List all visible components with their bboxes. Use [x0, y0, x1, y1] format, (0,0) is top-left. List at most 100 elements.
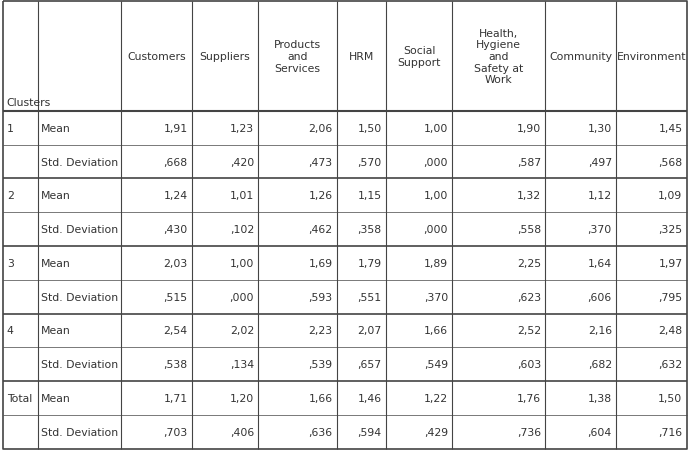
Text: 2,48: 2,48 [658, 326, 682, 336]
Text: 2,07: 2,07 [357, 326, 382, 336]
Text: 1,89: 1,89 [424, 258, 448, 268]
Text: 1,26: 1,26 [308, 191, 333, 201]
Text: 2,06: 2,06 [308, 124, 333, 133]
Text: ,370: ,370 [588, 225, 612, 235]
Text: 1,90: 1,90 [517, 124, 541, 133]
Text: 1,01: 1,01 [230, 191, 254, 201]
Text: ,473: ,473 [308, 157, 333, 167]
Text: 1,66: 1,66 [424, 326, 448, 336]
Text: ,632: ,632 [658, 359, 682, 369]
Text: Mean: Mean [41, 124, 71, 133]
Text: ,604: ,604 [588, 427, 612, 437]
Text: Mean: Mean [41, 326, 71, 336]
Text: 1,24: 1,24 [164, 191, 188, 201]
Text: ,538: ,538 [164, 359, 188, 369]
Text: ,657: ,657 [357, 359, 382, 369]
Text: ,000: ,000 [424, 225, 448, 235]
Text: 2,52: 2,52 [518, 326, 541, 336]
Text: Std. Deviation: Std. Deviation [41, 427, 118, 437]
Text: 1,64: 1,64 [588, 258, 612, 268]
Text: ,549: ,549 [424, 359, 448, 369]
Text: ,587: ,587 [518, 157, 541, 167]
Text: 1,66: 1,66 [308, 393, 333, 403]
Text: 4: 4 [7, 326, 14, 336]
Text: ,594: ,594 [357, 427, 382, 437]
Text: 1,50: 1,50 [658, 393, 682, 403]
Text: Social
Support: Social Support [397, 46, 441, 68]
Text: 1,00: 1,00 [424, 124, 448, 133]
Text: 1: 1 [7, 124, 14, 133]
Text: 1,15: 1,15 [357, 191, 382, 201]
Text: Std. Deviation: Std. Deviation [41, 359, 118, 369]
Text: ,570: ,570 [357, 157, 382, 167]
Text: 1,09: 1,09 [658, 191, 682, 201]
Text: Std. Deviation: Std. Deviation [41, 292, 118, 302]
Text: ,593: ,593 [308, 292, 333, 302]
Text: 1,23: 1,23 [230, 124, 254, 133]
Text: Health,
Hygiene
and
Safety at
Work: Health, Hygiene and Safety at Work [474, 29, 524, 85]
Text: ,568: ,568 [658, 157, 682, 167]
Text: ,668: ,668 [164, 157, 188, 167]
Text: 2: 2 [7, 191, 14, 201]
Text: 1,76: 1,76 [518, 393, 541, 403]
Text: ,429: ,429 [424, 427, 448, 437]
Text: 1,97: 1,97 [658, 258, 682, 268]
Text: ,430: ,430 [164, 225, 188, 235]
Text: 1,46: 1,46 [357, 393, 382, 403]
Text: HRM: HRM [348, 52, 374, 62]
Text: ,603: ,603 [517, 359, 541, 369]
Text: 1,32: 1,32 [518, 191, 541, 201]
Text: 1,91: 1,91 [164, 124, 188, 133]
Text: ,497: ,497 [588, 157, 612, 167]
Text: ,716: ,716 [658, 427, 682, 437]
Text: ,462: ,462 [308, 225, 333, 235]
Text: ,636: ,636 [308, 427, 333, 437]
Text: ,406: ,406 [230, 427, 254, 437]
Text: ,000: ,000 [424, 157, 448, 167]
Text: ,000: ,000 [230, 292, 254, 302]
Text: 1,50: 1,50 [357, 124, 382, 133]
Text: 2,25: 2,25 [518, 258, 541, 268]
Text: 1,71: 1,71 [164, 393, 188, 403]
Text: Mean: Mean [41, 258, 71, 268]
Text: ,370: ,370 [424, 292, 448, 302]
Text: ,420: ,420 [230, 157, 254, 167]
Text: 1,00: 1,00 [230, 258, 254, 268]
Text: ,551: ,551 [357, 292, 382, 302]
Text: ,558: ,558 [518, 225, 541, 235]
Text: Total: Total [7, 393, 32, 403]
Text: ,623: ,623 [518, 292, 541, 302]
Text: Mean: Mean [41, 393, 71, 403]
Text: 1,38: 1,38 [588, 393, 612, 403]
Text: Mean: Mean [41, 191, 71, 201]
Text: 1,20: 1,20 [230, 393, 254, 403]
Text: ,325: ,325 [658, 225, 682, 235]
Text: 2,03: 2,03 [164, 258, 188, 268]
Text: 1,22: 1,22 [424, 393, 448, 403]
Text: ,703: ,703 [164, 427, 188, 437]
Text: 1,45: 1,45 [658, 124, 682, 133]
Text: ,682: ,682 [588, 359, 612, 369]
Text: ,736: ,736 [518, 427, 541, 437]
Text: 2,02: 2,02 [230, 326, 254, 336]
Text: 2,54: 2,54 [164, 326, 188, 336]
Text: ,134: ,134 [230, 359, 254, 369]
Text: ,795: ,795 [658, 292, 682, 302]
Text: Customers: Customers [127, 52, 186, 62]
Text: 3: 3 [7, 258, 14, 268]
Text: ,515: ,515 [164, 292, 188, 302]
Text: 1,00: 1,00 [424, 191, 448, 201]
Text: Std. Deviation: Std. Deviation [41, 225, 118, 235]
Text: Suppliers: Suppliers [199, 52, 250, 62]
Text: Std. Deviation: Std. Deviation [41, 157, 118, 167]
Text: 2,23: 2,23 [308, 326, 333, 336]
Text: 1,12: 1,12 [588, 191, 612, 201]
Text: Products
and
Services: Products and Services [274, 41, 321, 74]
Text: Community: Community [549, 52, 612, 62]
Text: Environment: Environment [617, 52, 686, 62]
Text: ,606: ,606 [588, 292, 612, 302]
Text: 1,79: 1,79 [357, 258, 382, 268]
Text: 1,30: 1,30 [588, 124, 612, 133]
Text: 1,69: 1,69 [308, 258, 333, 268]
Text: 2,16: 2,16 [588, 326, 612, 336]
